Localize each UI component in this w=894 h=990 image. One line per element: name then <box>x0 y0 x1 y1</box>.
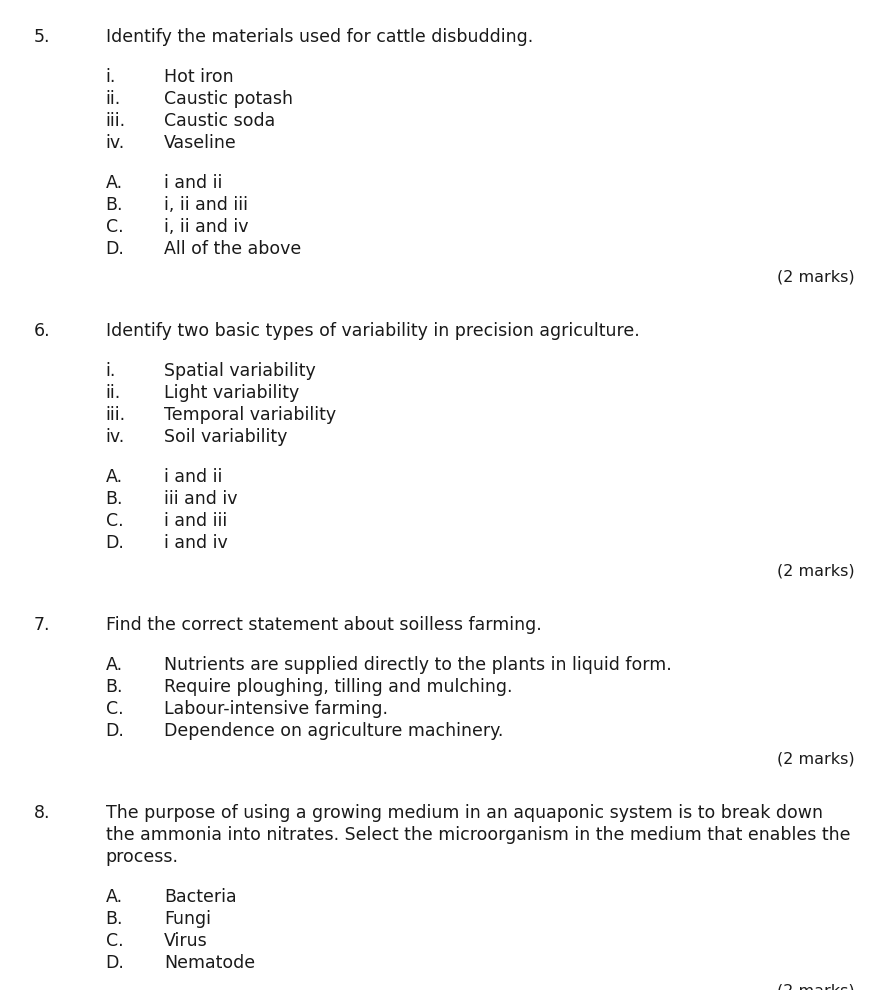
Text: Find the correct statement about soilless farming.: Find the correct statement about soilles… <box>105 616 541 634</box>
Text: C.: C. <box>105 218 123 236</box>
Text: 5.: 5. <box>34 28 50 46</box>
Text: The purpose of using a growing medium in an aquaponic system is to break down: The purpose of using a growing medium in… <box>105 804 822 822</box>
Text: Bacteria: Bacteria <box>164 888 236 906</box>
Text: Light variability: Light variability <box>164 384 299 402</box>
Text: iii.: iii. <box>105 112 125 130</box>
Text: iii.: iii. <box>105 406 125 424</box>
Text: A.: A. <box>105 888 122 906</box>
Text: iii and iv: iii and iv <box>164 490 237 508</box>
Text: ii.: ii. <box>105 384 121 402</box>
Text: process.: process. <box>105 848 179 866</box>
Text: B.: B. <box>105 910 123 928</box>
Text: Hot iron: Hot iron <box>164 68 233 86</box>
Text: D.: D. <box>105 240 124 258</box>
Text: Labour-intensive farming.: Labour-intensive farming. <box>164 700 387 718</box>
Text: B.: B. <box>105 196 123 214</box>
Text: Caustic potash: Caustic potash <box>164 90 292 108</box>
Text: (2 marks): (2 marks) <box>776 564 854 579</box>
Text: C.: C. <box>105 700 123 718</box>
Text: Soil variability: Soil variability <box>164 428 287 446</box>
Text: Nematode: Nematode <box>164 954 255 972</box>
Text: Temporal variability: Temporal variability <box>164 406 335 424</box>
Text: D.: D. <box>105 534 124 552</box>
Text: (2 marks): (2 marks) <box>776 270 854 285</box>
Text: Spatial variability: Spatial variability <box>164 362 316 380</box>
Text: Dependence on agriculture machinery.: Dependence on agriculture machinery. <box>164 722 502 740</box>
Text: A.: A. <box>105 656 122 674</box>
Text: (2 marks): (2 marks) <box>776 984 854 990</box>
Text: B.: B. <box>105 490 123 508</box>
Text: C.: C. <box>105 512 123 530</box>
Text: i, ii and iii: i, ii and iii <box>164 196 248 214</box>
Text: i and iv: i and iv <box>164 534 227 552</box>
Text: Identify two basic types of variability in precision agriculture.: Identify two basic types of variability … <box>105 322 638 340</box>
Text: Require ploughing, tilling and mulching.: Require ploughing, tilling and mulching. <box>164 678 511 696</box>
Text: Virus: Virus <box>164 932 207 950</box>
Text: C.: C. <box>105 932 123 950</box>
Text: Identify the materials used for cattle disbudding.: Identify the materials used for cattle d… <box>105 28 532 46</box>
Text: A.: A. <box>105 468 122 486</box>
Text: 6.: 6. <box>34 322 51 340</box>
Text: D.: D. <box>105 954 124 972</box>
Text: Vaseline: Vaseline <box>164 134 236 152</box>
Text: 8.: 8. <box>34 804 50 822</box>
Text: iv.: iv. <box>105 134 125 152</box>
Text: Nutrients are supplied directly to the plants in liquid form.: Nutrients are supplied directly to the p… <box>164 656 670 674</box>
Text: B.: B. <box>105 678 123 696</box>
Text: Fungi: Fungi <box>164 910 211 928</box>
Text: i, ii and iv: i, ii and iv <box>164 218 248 236</box>
Text: i and ii: i and ii <box>164 468 222 486</box>
Text: A.: A. <box>105 174 122 192</box>
Text: Caustic soda: Caustic soda <box>164 112 274 130</box>
Text: All of the above: All of the above <box>164 240 300 258</box>
Text: iv.: iv. <box>105 428 125 446</box>
Text: i.: i. <box>105 362 116 380</box>
Text: i and ii: i and ii <box>164 174 222 192</box>
Text: the ammonia into nitrates. Select the microorganism in the medium that enables t: the ammonia into nitrates. Select the mi… <box>105 826 849 844</box>
Text: i and iii: i and iii <box>164 512 227 530</box>
Text: i.: i. <box>105 68 116 86</box>
Text: (2 marks): (2 marks) <box>776 752 854 767</box>
Text: D.: D. <box>105 722 124 740</box>
Text: 7.: 7. <box>34 616 50 634</box>
Text: ii.: ii. <box>105 90 121 108</box>
